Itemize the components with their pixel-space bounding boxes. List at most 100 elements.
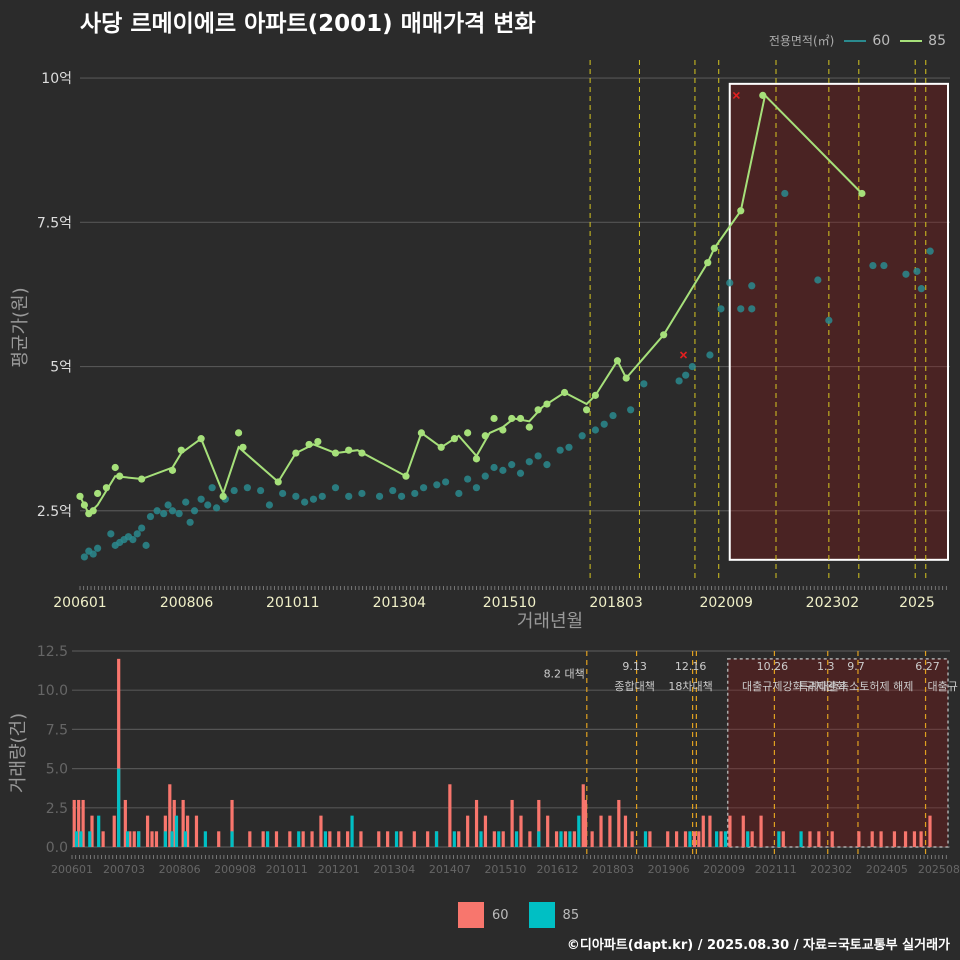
point-85 bbox=[314, 437, 322, 446]
point-60 bbox=[279, 489, 287, 498]
bar-60 bbox=[719, 831, 723, 847]
point-85 bbox=[543, 400, 551, 408]
point-85 bbox=[292, 449, 300, 457]
point-60 bbox=[182, 498, 190, 506]
bar-60 bbox=[674, 831, 679, 847]
point-60 bbox=[175, 510, 183, 518]
point-60 bbox=[640, 380, 648, 388]
bar-60 bbox=[412, 831, 416, 847]
point-60 bbox=[212, 504, 221, 512]
point-60 bbox=[397, 492, 406, 500]
bar-60 bbox=[154, 831, 159, 847]
point-60 bbox=[675, 377, 683, 385]
annotation-date-3: 10.26 bbox=[757, 660, 789, 673]
bar-60 bbox=[599, 815, 603, 847]
annotation-date-2: 12.16 bbox=[675, 660, 707, 673]
bar-60 bbox=[623, 815, 628, 847]
bar-85 bbox=[497, 831, 501, 847]
annotation-date-5: 9.7 bbox=[847, 660, 865, 673]
point-85 bbox=[76, 492, 84, 500]
bar-60 bbox=[501, 831, 505, 847]
point-60 bbox=[146, 512, 155, 521]
top-x-tick-label: 2025 bbox=[899, 595, 935, 611]
point-85 bbox=[660, 331, 668, 339]
top-y-axis-label: 평균가(원) bbox=[10, 287, 31, 367]
bar-60 bbox=[386, 831, 390, 847]
bar-60 bbox=[879, 831, 883, 847]
point-60 bbox=[717, 305, 725, 313]
bar-60 bbox=[123, 799, 127, 847]
bottom-x-tick-label: 201612 bbox=[536, 863, 578, 876]
bar-60 bbox=[919, 831, 923, 847]
point-85 bbox=[80, 501, 89, 509]
point-60 bbox=[534, 452, 542, 460]
bar-85 bbox=[97, 815, 101, 847]
point-60 bbox=[142, 541, 150, 549]
point-60 bbox=[688, 362, 696, 371]
point-85 bbox=[437, 443, 445, 451]
point-60 bbox=[153, 507, 161, 515]
bar-60 bbox=[697, 831, 701, 847]
bar-85 bbox=[174, 815, 179, 847]
point-85 bbox=[168, 466, 177, 474]
point-85 bbox=[534, 406, 542, 414]
bottom-x-tick-label: 201906 bbox=[648, 863, 690, 876]
bar-60 bbox=[230, 799, 234, 847]
point-60 bbox=[129, 536, 137, 544]
bottom-x-tick-label: 202508 bbox=[918, 863, 960, 876]
point-60 bbox=[345, 492, 353, 500]
point-85 bbox=[525, 423, 533, 431]
bar-85 bbox=[452, 831, 456, 847]
point-85 bbox=[464, 429, 472, 437]
legend-swatch-85 bbox=[528, 902, 555, 928]
bottom-x-tick-label: 201011 bbox=[266, 863, 308, 876]
point-60 bbox=[917, 285, 925, 293]
point-60 bbox=[525, 458, 533, 466]
top-y-tick-label: 7.5억 bbox=[37, 215, 72, 231]
point-85 bbox=[345, 446, 353, 454]
bar-85 bbox=[230, 831, 234, 847]
bottom-y-tick-label: 12.5 bbox=[37, 644, 68, 660]
bar-60 bbox=[466, 815, 470, 847]
bar-60 bbox=[554, 831, 559, 847]
point-60 bbox=[609, 411, 617, 420]
bar-85 bbox=[537, 831, 541, 847]
chart-title: 사당 르메이에르 아파트(2001) 매매가격 변화 bbox=[80, 11, 536, 37]
bottom-x-tick-label: 201407 bbox=[429, 863, 471, 876]
point-60 bbox=[748, 282, 756, 290]
bottom-x-tick-label: 200601 bbox=[51, 863, 93, 876]
point-60 bbox=[902, 270, 910, 278]
bar-60 bbox=[483, 815, 488, 847]
point-60 bbox=[204, 501, 212, 509]
bar-85 bbox=[643, 831, 648, 847]
point-60 bbox=[89, 550, 97, 558]
bar-85 bbox=[394, 831, 399, 847]
bar-85 bbox=[170, 831, 174, 847]
bar-60 bbox=[830, 831, 834, 847]
legend-line-85 bbox=[900, 39, 923, 42]
bottom-x-tick-label: 202009 bbox=[703, 863, 745, 876]
point-85 bbox=[622, 374, 630, 382]
bar-85 bbox=[297, 831, 301, 847]
point-60 bbox=[472, 484, 481, 492]
point-60 bbox=[168, 507, 177, 515]
point-60 bbox=[190, 507, 199, 515]
bar-60 bbox=[426, 831, 430, 847]
bar-60 bbox=[310, 831, 314, 847]
bar-85 bbox=[723, 831, 728, 847]
bar-85 bbox=[799, 831, 803, 847]
point-60 bbox=[565, 443, 573, 451]
bar-85 bbox=[559, 831, 563, 847]
legend-title: 전용면적(㎡) bbox=[768, 34, 835, 48]
legend-swatch-60 bbox=[458, 902, 484, 928]
point-60 bbox=[164, 501, 172, 509]
bar-60 bbox=[928, 815, 932, 847]
point-60 bbox=[433, 481, 441, 489]
point-60 bbox=[627, 406, 635, 414]
point-60 bbox=[825, 316, 833, 324]
bar-60 bbox=[337, 831, 341, 847]
point-85 bbox=[402, 472, 410, 480]
annotation-date-1: 9.13 bbox=[622, 660, 647, 673]
point-85 bbox=[417, 429, 425, 437]
